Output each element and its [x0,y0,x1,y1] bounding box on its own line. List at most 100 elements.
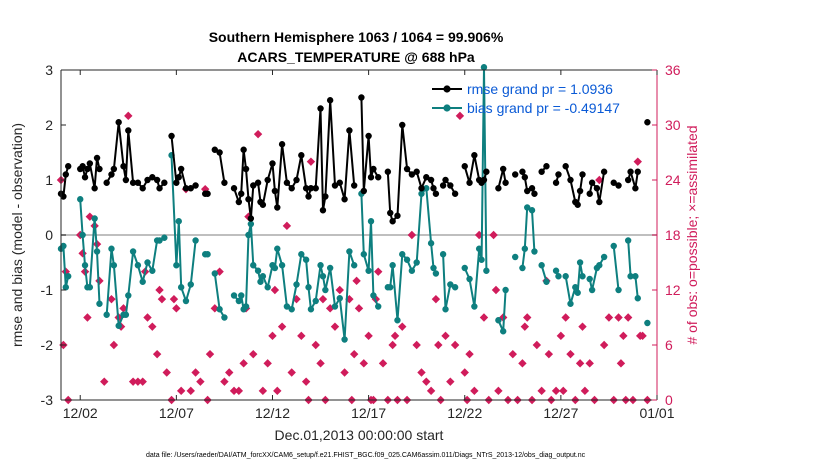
rmse-point [322,193,329,200]
obs-assimilated-marker [234,386,244,396]
footer-data-file: data file: /Users/raeder/DAI/ATM_forcXX/… [146,452,586,459]
obs-assimilated-marker [124,111,133,121]
rmse-point [182,185,190,192]
obs-assimilated-marker [359,359,369,368]
rmse-point [254,179,262,186]
rmse-point [483,168,490,175]
rmse-point [230,185,238,192]
bias-point [483,267,490,274]
rmse-point [521,174,529,181]
bias-point [394,317,401,324]
rmse-point [499,165,507,173]
bias-point [312,297,319,305]
rmse-point [528,185,536,192]
bias-point [572,284,579,291]
obs-assimilated-marker [268,331,277,341]
rmse-point [370,165,377,173]
chart-title-line1: Southern Hemisphere 1063 / 1064 = 99.906… [209,29,504,45]
obs-assimilated-marker [143,313,152,322]
x-tick-label: 12/02 [63,405,98,421]
obs-assimilated-marker [595,175,604,185]
obs-assimilated-marker [619,331,628,341]
obs-assimilated-marker [306,157,316,166]
obs-assimilated-marker [352,276,361,286]
bias-point [531,248,538,255]
bias-point [418,190,425,197]
obs-assimilated-marker [176,386,186,396]
obs-assimilated-marker [578,322,587,331]
obs-assimilated-marker [239,359,248,368]
rmse-point [204,190,211,197]
rmse-point [242,165,250,173]
obs-assimilated-marker [253,129,263,139]
obs-assimilated-marker [407,230,417,240]
bias-point [387,284,394,291]
rmse-point [579,171,586,178]
rmse-point [274,204,281,211]
obs-assimilated-marker [249,349,258,359]
rmse-point [451,190,459,197]
bias-point [579,273,586,280]
rmse-point [240,146,247,153]
obs-assimilated-marker [138,377,147,386]
rmse-point [81,174,89,181]
x-tick-label: 12/07 [159,405,194,421]
bias-point [574,289,581,296]
legend-rmse-label: rmse grand pr = 1.0936 [467,81,613,97]
bias-point [65,273,72,280]
obs-assimilated-marker [559,386,568,396]
bias-point [600,253,608,261]
bias-point [122,311,130,318]
rmse-point [586,190,593,197]
obs-assimilated-marker [638,331,647,341]
rmse-point [576,187,584,195]
rmse-point [442,176,449,184]
bias-point [305,284,312,291]
bias-point [86,284,94,291]
bias-point [247,220,255,228]
rmse-point [644,119,651,126]
bias-point [562,273,569,280]
obs-assimilated-marker [390,331,400,341]
bias-point [161,234,168,241]
obs-assimilated-marker [479,313,489,322]
x-tick-label: 01/01 [639,405,674,421]
rmse-point [555,171,562,178]
rmse-point [538,168,545,175]
rmse-point [615,182,622,189]
rmse-point [120,163,127,170]
bias-point [555,273,562,280]
bias-point [538,262,545,269]
obs-assimilated-marker [270,285,280,295]
obs-assimilated-marker [273,386,282,396]
bias-series-layer [57,64,651,343]
rmse-point [307,185,315,192]
rmse-point [129,179,137,186]
bias-point [524,204,531,211]
rmse-point [84,165,91,173]
obs-assimilated-marker [287,368,296,377]
obs-assimilated-marker [441,331,450,341]
rmse-point [62,171,70,178]
obs-assimilated-marker [460,368,469,377]
bias-point [341,336,348,343]
rmse-point [259,201,267,208]
y-tick-label-left: -1 [41,282,54,298]
obs-assimilated-marker [349,349,359,359]
rmse-point [331,182,339,189]
obs-assimilated-marker [508,349,518,359]
rmse-point [408,171,416,178]
bias-point [173,262,180,269]
bias-point [336,295,343,302]
obs-assimilated-marker [474,230,484,240]
rmse-point [524,187,531,195]
y-tick-label-left: 1 [45,172,53,188]
bias-point [108,245,115,252]
obs-assimilated-marker [152,349,162,359]
rmse-point [634,168,641,175]
rmse-point [413,168,420,175]
obs-assimilated-marker [340,368,349,377]
rmse-point [79,163,86,170]
obs-assimilated-marker [258,386,268,396]
